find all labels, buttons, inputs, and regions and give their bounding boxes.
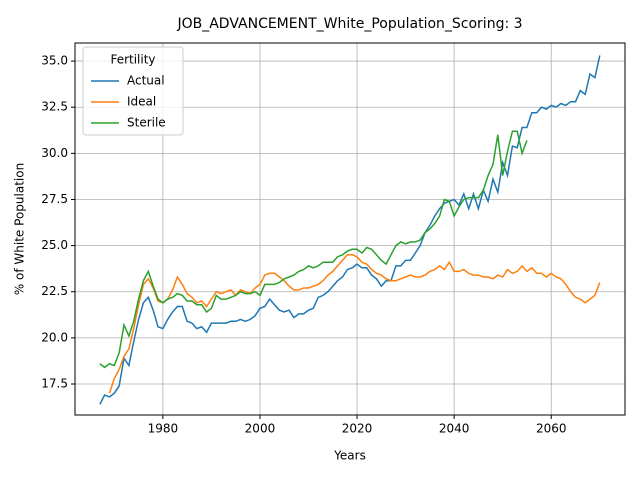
y-tick-label: 35.0 (41, 54, 68, 68)
x-axis-label: Years (333, 449, 366, 463)
legend-box (82, 46, 184, 136)
y-tick-label: 25.0 (41, 238, 68, 252)
y-tick-label: 20.0 (41, 330, 68, 344)
x-tick-label: 1980 (148, 422, 179, 436)
line (99, 130, 528, 369)
x-tick-label: 2040 (439, 422, 470, 436)
y-tick-label: 22.5 (41, 284, 68, 298)
line (99, 55, 601, 405)
y-axis-label: % of White Population (13, 163, 27, 295)
legend-label: Actual (127, 74, 165, 88)
y-tick-label: 27.5 (41, 192, 68, 206)
y-tick-label: 17.5 (41, 377, 68, 391)
x-tick-label: 2000 (245, 422, 276, 436)
y-tick-label: 30.0 (41, 146, 68, 160)
legend-label: Sterile (127, 116, 166, 130)
chart-title: JOB_ADVANCEMENT_White_Population_Scoring… (176, 16, 522, 32)
y-tick-label: 32.5 (41, 100, 68, 114)
line (108, 254, 601, 394)
plot-frame (74, 42, 626, 416)
x-tick-label: 2060 (536, 422, 567, 436)
x-tick-label: 2020 (342, 422, 373, 436)
legend-title: Fertility (110, 53, 155, 67)
legend-label: Ideal (127, 95, 156, 109)
